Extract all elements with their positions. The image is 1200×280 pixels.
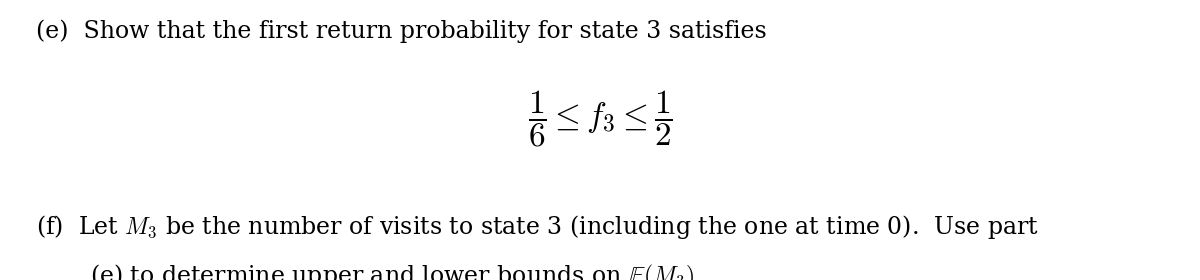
- Text: $\dfrac{1}{6} \leq f_3 \leq \dfrac{1}{2}$: $\dfrac{1}{6} \leq f_3 \leq \dfrac{1}{2}…: [528, 89, 672, 149]
- Text: (f)  Let $M_3$ be the number of visits to state 3 (including the one at time 0).: (f) Let $M_3$ be the number of visits to…: [36, 213, 1039, 241]
- Text: (e) to determine upper and lower bounds on $\mathbb{E}(M_3)$.: (e) to determine upper and lower bounds …: [90, 263, 702, 280]
- Text: (e)  Show that the first return probability for state 3 satisfies: (e) Show that the first return probabili…: [36, 20, 767, 43]
